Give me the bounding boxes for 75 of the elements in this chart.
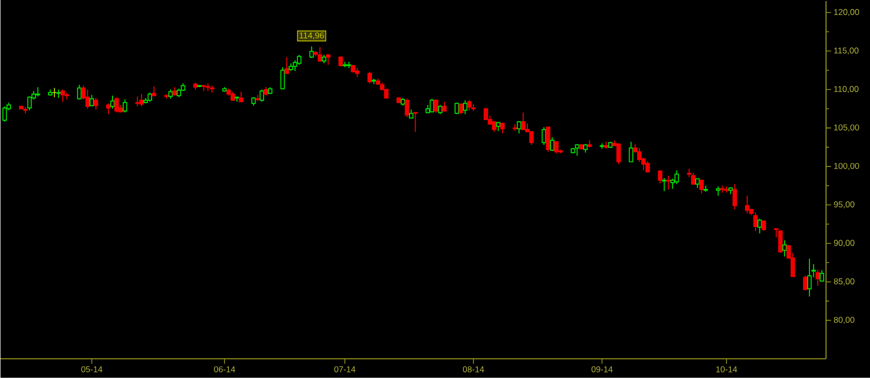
candlestick [637, 148, 642, 162]
candlestick [260, 89, 264, 102]
candlestick [139, 94, 144, 108]
candlestick [36, 86, 40, 98]
candlestick [666, 175, 671, 190]
candlestick [484, 108, 488, 121]
candlestick [815, 269, 820, 286]
candlestick [355, 68, 360, 78]
candlestick [430, 98, 434, 114]
candlestick [85, 89, 90, 110]
candlestick [554, 140, 559, 154]
candlestick [699, 179, 704, 194]
candlestick [135, 96, 140, 108]
candlestick [318, 46, 322, 62]
candlestick [695, 178, 700, 189]
candlestick [60, 89, 65, 102]
candlestick [467, 100, 472, 111]
candlestick [546, 126, 550, 152]
x-tick-label: 06-14 [214, 366, 236, 372]
y-tick-label: 90,00 [834, 240, 854, 247]
candlestick [542, 126, 546, 146]
candlestick [628, 141, 634, 162]
candlestick [492, 120, 496, 132]
y-tick-label: 110,00 [834, 86, 858, 94]
candlestick [413, 112, 418, 132]
candlestick [732, 184, 738, 210]
candlestick [550, 136, 554, 152]
y-tick-label: 120,00 [834, 9, 860, 16]
candlestick [438, 104, 442, 115]
candlestick [820, 270, 824, 282]
candlestick [782, 240, 787, 258]
candlestick [753, 212, 758, 232]
candlestick [807, 258, 812, 298]
y-tick-label: 80,00 [834, 316, 854, 324]
x-tick-label: 09-14 [592, 366, 613, 372]
candlestick [110, 95, 115, 110]
candlestick [367, 71, 372, 84]
candlestick [148, 92, 152, 102]
candlestick [744, 195, 750, 214]
candlestick [106, 102, 111, 115]
candlestick [168, 89, 173, 100]
x-tick-label: 08-14 [462, 366, 484, 372]
y-tick-label: 95,00 [834, 202, 854, 208]
y-tick-label: 115,00 [834, 48, 858, 55]
candlestick [284, 56, 289, 75]
y-tick-label: 85,00 [834, 278, 854, 286]
candlestick [152, 86, 156, 98]
candlestick [238, 91, 244, 102]
x-tick-label: 05-14 [81, 366, 102, 372]
candlestick [574, 144, 580, 156]
candlestick [616, 142, 621, 165]
candlestick [716, 186, 720, 196]
candlestick [338, 56, 343, 68]
candlestick [803, 275, 808, 291]
candlestick [122, 99, 128, 114]
y-tick-label: 105,00 [834, 124, 860, 132]
candlestick [326, 54, 330, 66]
candlestick [691, 172, 696, 186]
candlestick [520, 112, 526, 131]
candlestick [674, 170, 679, 185]
candlestick [94, 98, 98, 110]
candlestick [462, 100, 468, 115]
candlestick [442, 101, 447, 112]
x-tick-label: 07-14 [334, 366, 356, 372]
candlestick [404, 98, 410, 118]
x-tick-label: 10-14 [716, 366, 738, 372]
candlestick [309, 46, 314, 59]
candlestick [658, 170, 662, 184]
candlestick [114, 96, 119, 114]
y-tick-label: 100,00 [834, 163, 860, 170]
candlestick [434, 99, 438, 114]
candlestick [280, 66, 285, 90]
candlestick [500, 122, 505, 134]
candlestick [90, 94, 94, 108]
annotation: 114,96 [300, 32, 324, 40]
